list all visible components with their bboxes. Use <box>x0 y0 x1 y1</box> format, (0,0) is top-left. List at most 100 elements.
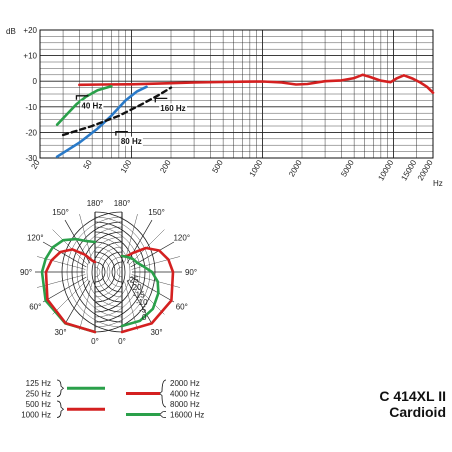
polar-angle-labels: 180° 180° 150° 150° 120° 120° 90° 90° 60° 60° 30° 3… <box>20 199 197 346</box>
polar-angle-label-left: 120° <box>27 234 44 243</box>
x-axis-unit-label: Hz <box>433 179 443 188</box>
polar-angle-label-right: 90° <box>185 268 197 277</box>
polar-spoke <box>124 213 138 263</box>
polar-ring <box>91 241 123 303</box>
x-tick-label: 200 <box>158 158 173 175</box>
polar-spoke <box>79 213 93 263</box>
legend-brace <box>158 411 167 418</box>
polar-ring <box>86 236 123 308</box>
legend-label: 125 Hz <box>26 379 51 388</box>
polar-spoke <box>79 281 93 331</box>
legend-label: 16000 Hz <box>170 411 204 420</box>
polar-spoke <box>131 256 181 270</box>
polar-ring <box>94 236 131 308</box>
legend-label: 8000 Hz <box>170 400 200 409</box>
polar-ring <box>94 256 111 288</box>
legend-label: 1000 Hz <box>21 411 51 420</box>
x-tick-label: 100 <box>119 158 134 175</box>
polar-angle-label-left: 180° <box>87 199 104 208</box>
polar-spoke <box>128 278 165 315</box>
polar-angle-label-right: 180° <box>114 199 131 208</box>
polar-right-series-1 <box>120 254 160 328</box>
annotation-bg <box>159 103 187 113</box>
cutoff-annotations: 40 Hz 80 Hz 160 Hz <box>75 95 187 146</box>
model-block: C 414XL II Cardioid <box>379 388 446 420</box>
plot-border <box>39 29 434 159</box>
polar-ring <box>94 246 121 298</box>
polar-angle-label-right: 30° <box>150 328 162 337</box>
y-axis-label: dB <box>6 27 16 36</box>
polar-spoke <box>126 280 153 325</box>
annotation-bg <box>80 100 104 110</box>
polar-spoke <box>126 219 153 264</box>
annotation-bg <box>119 136 143 146</box>
x-tick-label: 500 <box>210 158 225 175</box>
polar-series <box>40 237 175 334</box>
frequency-grid <box>39 29 434 159</box>
legend-brace <box>56 379 65 397</box>
polar-ring <box>106 256 123 288</box>
polar-radial-labels: 0-5-10-15-20-25 <box>127 276 148 323</box>
annotation-marker <box>75 95 89 100</box>
legend-label: 500 Hz <box>26 400 51 409</box>
response-series-1 <box>55 85 113 126</box>
annotation-marker <box>115 130 128 136</box>
polar-angle-label-right: 120° <box>173 234 190 243</box>
polar-pattern-chart: 180° 180° 150° 150° 120° 120° 90° 90° 60° 60° 30° 3… <box>20 199 204 420</box>
polar-radial-label: -5 <box>139 306 147 315</box>
legend-label: 250 Hz <box>26 390 51 399</box>
response-series-0 <box>78 73 435 94</box>
polar-ring <box>94 266 101 278</box>
polar-spoke <box>130 276 175 303</box>
polar-radial-label: 0 <box>142 313 147 322</box>
annotation-label: 80 Hz <box>121 137 142 146</box>
polar-ring <box>111 261 123 283</box>
response-series-2 <box>55 85 148 158</box>
legend-brace <box>56 400 65 418</box>
polar-ring <box>94 241 126 303</box>
x-tick-label: 5000 <box>339 158 356 178</box>
polar-ring <box>101 251 123 293</box>
polar-ring <box>94 261 106 283</box>
polar-left-series-1 <box>44 248 97 334</box>
annotation-marker <box>154 97 168 103</box>
legend-label: 4000 Hz <box>170 390 200 399</box>
polar-angle-label-right: 0° <box>118 337 126 346</box>
polar-angle-label-right: 60° <box>176 303 188 312</box>
polar-angle-label-right: 150° <box>148 208 165 217</box>
polar-spoke <box>52 278 89 315</box>
polar-angle-label-left: 90° <box>20 268 32 277</box>
model-name: C 414XL II <box>379 388 446 404</box>
response-series-3 <box>61 86 173 137</box>
polar-radial-label: -25 <box>127 276 139 285</box>
legend-label: 2000 Hz <box>170 379 200 388</box>
polar-ring <box>81 231 123 313</box>
polar-ring <box>61 211 123 333</box>
polar-angle-label-left: 150° <box>52 208 69 217</box>
polar-radial-label: -20 <box>130 283 142 292</box>
y-tick-label: -20 <box>25 128 37 137</box>
legend-brace <box>158 379 167 408</box>
polar-ring <box>116 266 123 278</box>
x-tick-label: 50 <box>82 158 95 171</box>
frequency-response-chart: +20+100-10-20-30 20 50 100 200 500 1000 2000 50… <box>6 26 443 188</box>
polar-right-series-0 <box>120 246 175 334</box>
polar-angle-label-left: 30° <box>54 328 66 337</box>
frequency-series <box>55 73 435 158</box>
polar-ring <box>66 216 123 328</box>
y-tick-label: +10 <box>23 52 37 61</box>
polar-angle-label-left: 0° <box>91 337 99 346</box>
y-tick-label: -10 <box>25 103 37 112</box>
y-tick-label: -30 <box>25 154 37 163</box>
polar-ring <box>71 221 123 323</box>
polar-ring <box>94 251 116 293</box>
y-tick-label: +20 <box>23 26 37 35</box>
x-tick-label: 1000 <box>248 158 265 178</box>
polar-spoke <box>64 280 91 325</box>
polar-pattern-name: Cardioid <box>389 404 446 420</box>
polar-radial-label: -10 <box>136 298 148 307</box>
polar-spoke <box>52 229 89 266</box>
x-tick-label: 10000 <box>376 158 395 182</box>
annotation-label: 160 Hz <box>160 104 185 113</box>
